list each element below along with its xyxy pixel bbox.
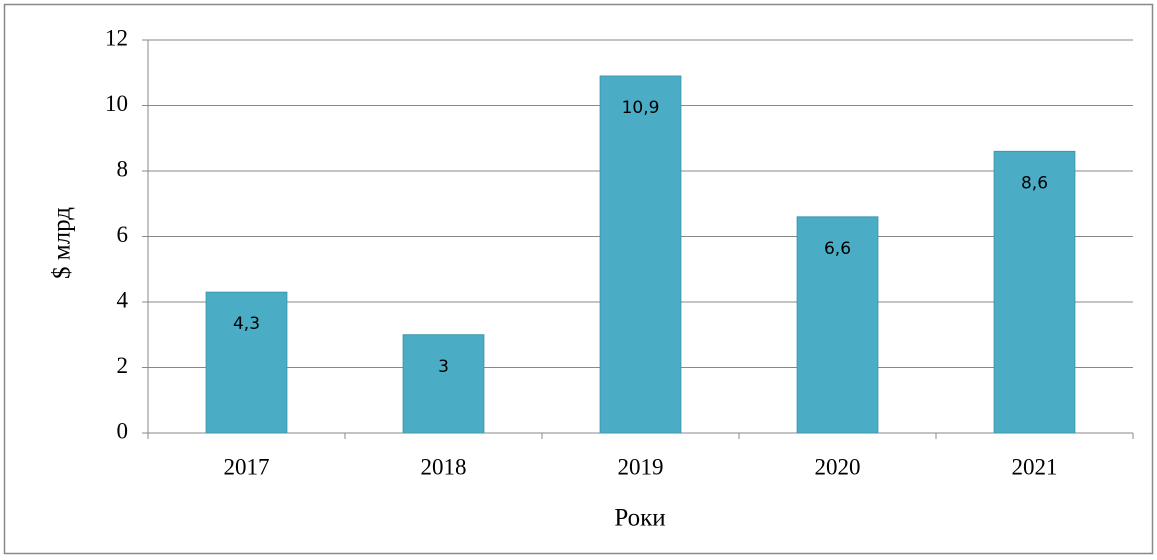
bar xyxy=(796,216,879,434)
bar xyxy=(402,334,485,434)
chart-frame xyxy=(3,3,1154,555)
y-tick-label: 4 xyxy=(117,287,129,312)
y-tick-label: 0 xyxy=(117,418,129,443)
bar xyxy=(993,150,1076,434)
data-label: 3 xyxy=(438,357,449,377)
x-tick-label: 2017 xyxy=(224,454,270,479)
x-tick-label: 2018 xyxy=(421,454,467,479)
y-axis-label: $ млрд xyxy=(49,207,76,279)
data-label: 6,6 xyxy=(824,239,851,259)
y-tick-label: 8 xyxy=(117,156,129,181)
y-tick-label: 6 xyxy=(117,222,129,247)
x-tick-label: 2020 xyxy=(815,454,861,479)
bar xyxy=(599,75,682,434)
x-tick-label: 2021 xyxy=(1012,454,1058,479)
y-tick-label: 2 xyxy=(117,353,129,378)
y-tick-label: 12 xyxy=(105,25,128,50)
data-label: 10,9 xyxy=(622,98,660,118)
data-label: 8,6 xyxy=(1021,173,1048,193)
y-tick-label: 10 xyxy=(105,91,128,116)
x-tick-label: 2019 xyxy=(618,454,664,479)
bar xyxy=(205,291,288,434)
data-label: 4,3 xyxy=(233,314,260,334)
x-axis-label: Роки xyxy=(614,505,665,532)
